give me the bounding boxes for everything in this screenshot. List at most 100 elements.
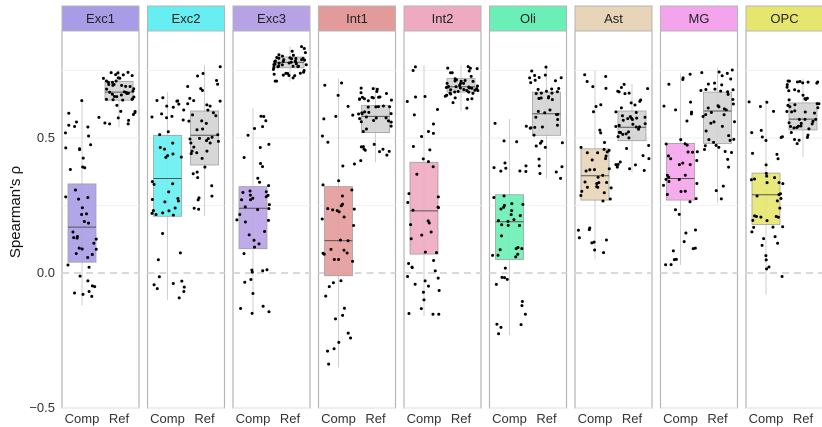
data-point — [604, 86, 608, 90]
x-tick-label: Comp — [578, 411, 613, 426]
data-point — [87, 289, 91, 293]
data-point — [256, 208, 260, 212]
data-point — [559, 176, 563, 180]
data-point — [712, 120, 716, 124]
data-point — [362, 97, 366, 101]
data-point — [604, 74, 608, 78]
data-point — [503, 161, 507, 165]
data-point — [264, 190, 268, 194]
data-point — [431, 312, 435, 316]
data-point — [803, 117, 807, 121]
data-point — [303, 58, 307, 62]
data-point — [158, 146, 162, 150]
data-point — [524, 169, 528, 173]
data-point — [683, 173, 687, 177]
data-point — [94, 237, 98, 241]
data-point — [303, 51, 307, 55]
data-point — [537, 76, 541, 80]
data-point — [617, 130, 621, 134]
data-point — [437, 312, 441, 316]
data-point — [73, 188, 77, 192]
data-point — [667, 180, 671, 184]
data-point — [806, 80, 810, 84]
data-point — [122, 90, 126, 94]
data-point — [171, 213, 175, 217]
data-point — [554, 170, 558, 174]
data-point — [635, 116, 639, 120]
data-point — [428, 148, 432, 152]
data-point — [544, 65, 548, 69]
data-point — [171, 141, 175, 145]
data-point — [730, 68, 734, 72]
data-point — [71, 230, 75, 234]
data-point — [633, 103, 637, 107]
data-point — [780, 275, 784, 279]
data-point — [364, 127, 368, 131]
data-point — [363, 110, 367, 114]
data-point — [627, 91, 631, 95]
data-point — [90, 294, 94, 298]
data-point — [811, 119, 815, 123]
data-point — [429, 230, 433, 234]
data-point — [621, 118, 625, 122]
data-point — [693, 246, 697, 250]
data-point — [267, 142, 271, 146]
data-point — [206, 108, 210, 112]
data-point — [516, 252, 520, 256]
data-point — [73, 125, 77, 129]
data-point — [750, 131, 754, 135]
data-point — [366, 105, 370, 109]
data-point — [633, 163, 637, 167]
data-point — [726, 92, 730, 96]
data-point — [167, 190, 171, 194]
data-point — [724, 108, 728, 112]
data-point — [421, 157, 425, 161]
data-point — [523, 312, 527, 316]
data-point — [280, 54, 284, 58]
data-point — [216, 82, 220, 86]
data-point — [258, 145, 262, 149]
data-point — [709, 111, 713, 115]
data-point — [281, 73, 285, 77]
data-point — [90, 253, 94, 257]
data-point — [133, 109, 137, 113]
data-point — [662, 183, 666, 187]
data-point — [605, 180, 609, 184]
data-point — [533, 73, 537, 77]
data-point — [796, 124, 800, 128]
data-point — [510, 209, 514, 213]
data-point — [547, 95, 551, 99]
comp-box: Comp — [576, 70, 613, 426]
data-point — [813, 111, 817, 115]
data-point — [320, 217, 324, 221]
data-point — [267, 310, 271, 314]
data-point — [389, 112, 393, 116]
data-point — [626, 130, 630, 134]
data-point — [677, 212, 681, 216]
data-point — [688, 72, 692, 76]
data-point — [685, 143, 689, 147]
data-point — [787, 98, 791, 102]
data-point — [359, 159, 363, 163]
data-point — [86, 195, 90, 199]
data-point — [797, 138, 801, 142]
data-point — [471, 91, 475, 95]
facet-panel-int1: Int1 Comp Ref — [317, 5, 397, 426]
data-point — [786, 79, 790, 83]
data-point — [456, 90, 460, 94]
data-point — [642, 168, 646, 172]
data-point — [765, 219, 769, 223]
data-point — [751, 151, 755, 155]
x-tick-label: Comp — [492, 411, 527, 426]
data-point — [239, 306, 243, 310]
data-point — [381, 104, 385, 108]
data-point — [577, 236, 581, 240]
data-point — [777, 193, 781, 197]
data-point — [539, 91, 543, 95]
data-point — [114, 79, 118, 83]
data-point — [361, 145, 365, 149]
data-point — [671, 249, 675, 253]
data-point — [731, 98, 735, 102]
facet-panels: Exc1 Comp Ref Exc2 Comp Ref Exc3 Comp Ref Int1 Com… — [61, 5, 822, 426]
data-point — [665, 173, 669, 177]
